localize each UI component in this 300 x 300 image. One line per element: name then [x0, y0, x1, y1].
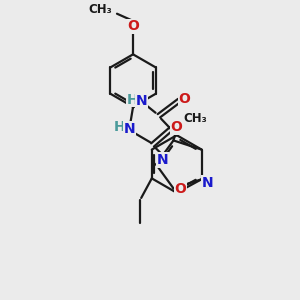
Text: O: O	[170, 120, 182, 134]
Text: N: N	[202, 176, 213, 190]
Text: CH₃: CH₃	[88, 3, 112, 16]
Text: O: O	[178, 92, 190, 106]
Text: CH₃: CH₃	[183, 112, 207, 124]
Text: O: O	[174, 182, 186, 196]
Text: H: H	[127, 93, 138, 106]
Text: O: O	[127, 20, 139, 33]
Text: N: N	[123, 122, 135, 136]
Text: H: H	[114, 120, 126, 134]
Text: N: N	[136, 94, 147, 108]
Text: N: N	[157, 153, 169, 167]
